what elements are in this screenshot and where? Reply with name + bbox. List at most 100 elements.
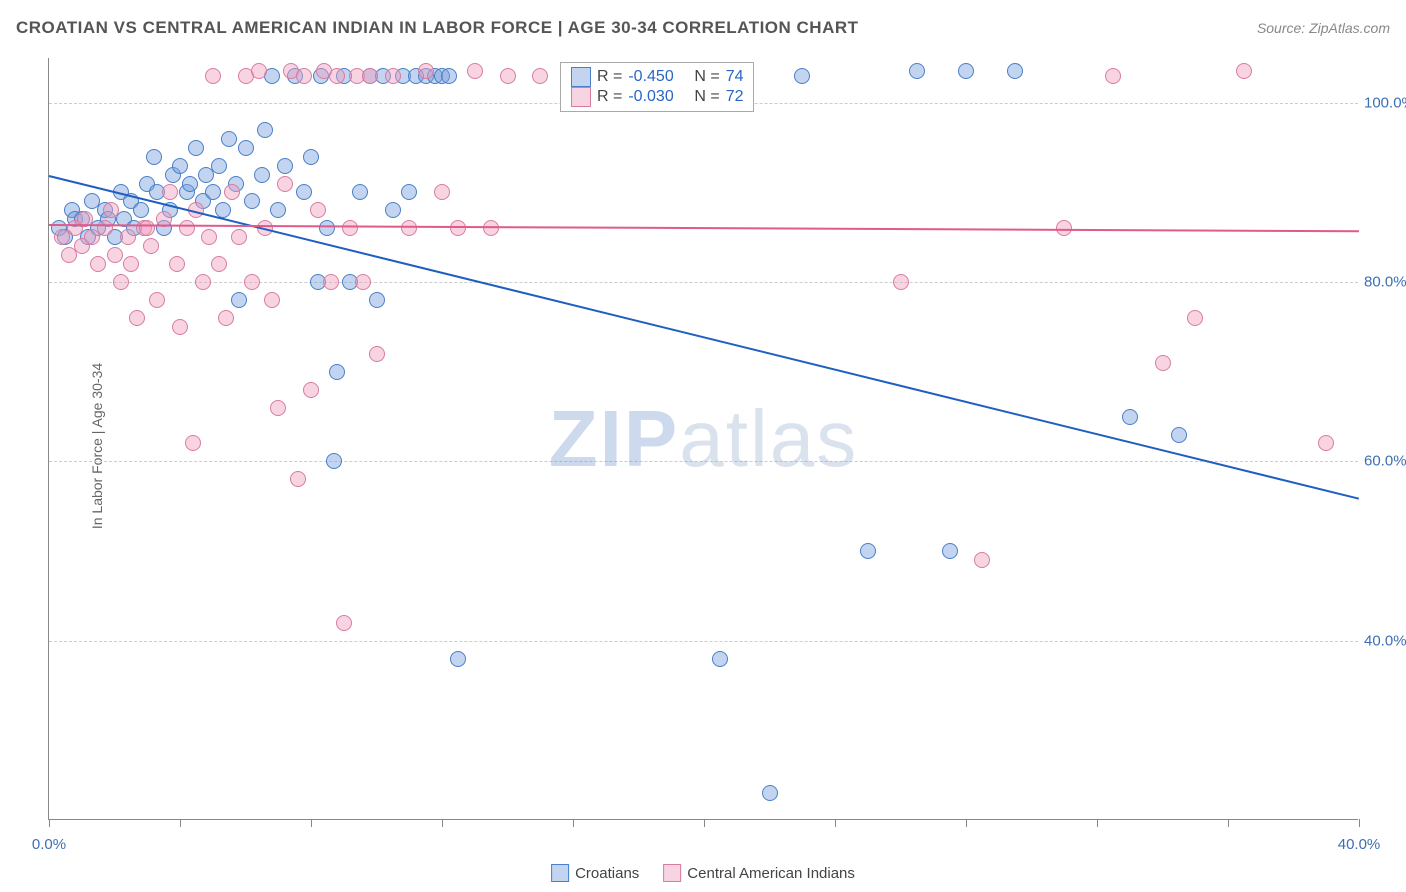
data-point — [362, 68, 378, 84]
x-tick — [180, 819, 181, 827]
data-point — [532, 68, 548, 84]
data-point — [958, 63, 974, 79]
data-point — [244, 193, 260, 209]
regression-line — [49, 224, 1359, 232]
data-point — [113, 274, 129, 290]
data-point — [369, 346, 385, 362]
data-point — [172, 158, 188, 174]
data-point — [264, 292, 280, 308]
data-point — [290, 471, 306, 487]
legend-label: Croatians — [575, 865, 639, 882]
data-point — [1187, 310, 1203, 326]
x-tick — [442, 819, 443, 827]
data-point — [254, 167, 270, 183]
legend-n-value: 74 — [726, 68, 744, 86]
legend-swatch — [551, 864, 569, 882]
data-point — [270, 400, 286, 416]
watermark-atlas: atlas — [679, 394, 858, 483]
legend-r-label: R = — [597, 68, 622, 86]
data-point — [179, 220, 195, 236]
data-point — [143, 238, 159, 254]
data-point — [251, 63, 267, 79]
data-point — [909, 63, 925, 79]
regression-line — [49, 175, 1359, 500]
data-point — [355, 274, 371, 290]
gridline — [49, 461, 1358, 462]
data-point — [1318, 435, 1334, 451]
data-point — [319, 220, 335, 236]
data-point — [296, 184, 312, 200]
data-point — [211, 158, 227, 174]
data-point — [221, 131, 237, 147]
data-point — [336, 615, 352, 631]
x-tick-label: 40.0% — [1338, 836, 1381, 853]
data-point — [326, 453, 342, 469]
x-tick — [311, 819, 312, 827]
y-tick-label: 80.0% — [1364, 274, 1406, 291]
data-point — [185, 435, 201, 451]
data-point — [893, 274, 909, 290]
data-point — [310, 202, 326, 218]
series-legend: Croatians Central American Indians — [551, 864, 855, 882]
data-point — [1171, 427, 1187, 443]
legend-n-label: N = — [694, 88, 719, 106]
data-point — [1007, 63, 1023, 79]
x-tick — [1228, 819, 1229, 827]
data-point — [352, 184, 368, 200]
watermark: ZIPatlas — [549, 393, 858, 485]
data-point — [97, 220, 113, 236]
gridline — [49, 641, 1358, 642]
legend-item: Croatians — [551, 864, 639, 882]
legend-n-label: N = — [694, 68, 719, 86]
x-tick — [704, 819, 705, 827]
data-point — [182, 176, 198, 192]
data-point — [974, 552, 990, 568]
data-point — [188, 140, 204, 156]
legend-swatch — [571, 87, 591, 107]
data-point — [329, 364, 345, 380]
source-label: Source: ZipAtlas.com — [1257, 20, 1390, 36]
data-point — [133, 202, 149, 218]
data-point — [205, 68, 221, 84]
plot-area: ZIPatlas 40.0%60.0%80.0%100.0%0.0%40.0% — [48, 58, 1358, 820]
x-tick — [835, 819, 836, 827]
data-point — [195, 274, 211, 290]
data-point — [418, 63, 434, 79]
data-point — [369, 292, 385, 308]
data-point — [107, 247, 123, 263]
data-point — [712, 651, 728, 667]
data-point — [401, 220, 417, 236]
data-point — [467, 63, 483, 79]
legend-r-value: -0.450 — [628, 68, 688, 86]
data-point — [277, 158, 293, 174]
data-point — [323, 274, 339, 290]
watermark-zip: ZIP — [549, 394, 679, 483]
legend-swatch — [571, 67, 591, 87]
data-point — [211, 256, 227, 272]
legend-swatch — [663, 864, 681, 882]
data-point — [860, 543, 876, 559]
data-point — [231, 292, 247, 308]
data-point — [244, 274, 260, 290]
data-point — [201, 229, 217, 245]
title-bar: CROATIAN VS CENTRAL AMERICAN INDIAN IN L… — [16, 18, 1390, 38]
data-point — [1105, 68, 1121, 84]
data-point — [103, 202, 119, 218]
data-point — [303, 382, 319, 398]
legend-row: R = -0.450 N = 74 — [571, 67, 743, 87]
correlation-legend: R =-0.450N =74R =-0.030N =72 — [560, 62, 754, 112]
data-point — [441, 68, 457, 84]
data-point — [401, 184, 417, 200]
data-point — [149, 292, 165, 308]
x-tick — [573, 819, 574, 827]
legend-item: Central American Indians — [663, 864, 855, 882]
data-point — [296, 68, 312, 84]
x-tick — [1359, 819, 1360, 827]
x-tick — [966, 819, 967, 827]
x-tick — [49, 819, 50, 827]
data-point — [120, 229, 136, 245]
data-point — [277, 176, 293, 192]
data-point — [1236, 63, 1252, 79]
data-point — [762, 785, 778, 801]
data-point — [162, 184, 178, 200]
